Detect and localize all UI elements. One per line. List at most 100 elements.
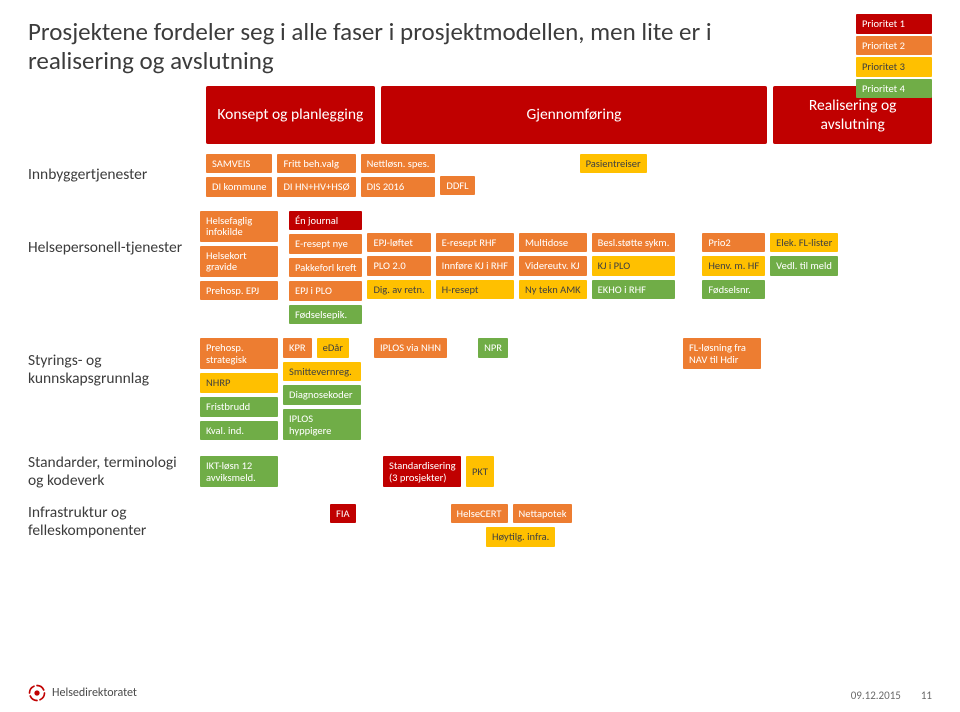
project-chip: Vedl. til meld (770, 256, 838, 276)
slide-footer: 09.12.2015 11 (851, 689, 932, 702)
project-chip: Fritt beh.valg (277, 154, 355, 174)
row-label: Innbyggertjenester (28, 166, 200, 184)
project-chip: SAMVEIS (206, 154, 272, 174)
chip-column: Nettløsn. spes. DIS 2016 (361, 154, 436, 197)
page-title: Prosjektene fordeler seg i alle faser i … (28, 18, 728, 76)
logo-icon (28, 684, 46, 702)
chip-column: SAMVEIS DI kommune (206, 154, 272, 197)
project-chip: Nettapotek (513, 504, 573, 524)
chip-column: FIA HelseCERTNettapotek Høytilg. infra. (330, 504, 572, 547)
chip-subrow: KPReDår (283, 338, 361, 358)
project-chip: Prio2 (702, 233, 765, 253)
footer-date: 09.12.2015 (851, 689, 901, 702)
project-chip: Besl.støtte sykm. (592, 233, 676, 253)
legend-chip: Prioritet 3 (856, 57, 932, 77)
project-chip: DI HN+HV+HSØ (277, 177, 355, 197)
chip-column: DDFL (440, 154, 474, 196)
project-chip: EKHO i RHF (592, 280, 676, 300)
project-chip: Fødselsnr. (702, 280, 765, 300)
chip-column: NPR (478, 338, 508, 358)
phase-row: Konsept og planleggingGjennomføringReali… (206, 86, 932, 144)
project-chip: Smittevernreg. (283, 362, 361, 382)
project-chip: E-resept RHF (436, 233, 514, 253)
chip-column: Helsefaglig infokilde Helsekort gravide Pr… (200, 211, 278, 301)
project-chip: PLO 2.0 (367, 256, 430, 276)
project-chip: E-resept nye (289, 234, 362, 254)
row-styrings: Styrings- og kunnskapsgrunnlag Prehosp. … (28, 338, 932, 440)
project-chip: IKT-løsn 12 avviksmeld. (200, 456, 278, 487)
chip-subrow: FIA HelseCERTNettapotek (330, 504, 572, 524)
row-helsepersonell: Helsepersonell-tjenester Helsefaglig inf… (28, 211, 932, 325)
brand-text: Helsedirektoratet (52, 686, 137, 700)
project-chip: Dig. av retn. (367, 280, 430, 300)
chip-column: Multidose Videreutv. KJ Ny tekn AMK (519, 233, 587, 300)
project-chip: Elek. FL-lister (770, 233, 838, 253)
project-chip: Fristbrudd (200, 397, 278, 417)
row-label: Infrastruktur og felleskomponenter (28, 504, 200, 540)
chip-column: IPLOS via NHN (374, 338, 447, 358)
project-chip: Ny tekn AMK (519, 280, 587, 300)
project-chip: FIA (330, 504, 356, 524)
row-label: Helsepersonell-tjenester (28, 239, 200, 257)
project-chip: HelseCERT (451, 504, 508, 524)
project-chip: Videreutv. KJ (519, 256, 587, 276)
chip-subrow: Høytilg. infra. (486, 527, 572, 547)
project-chip: Pasientreiser (580, 154, 647, 174)
project-chip: NHRP (200, 373, 278, 393)
project-chip: Henv. m. HF (702, 256, 765, 276)
phase-chip: Konsept og planlegging (206, 86, 375, 144)
project-chip: EPJ-løftet (367, 233, 430, 253)
chip-column: E-resept RHF Innføre KJ i RHF H-resept (436, 233, 514, 300)
project-chip: eDår (317, 338, 349, 358)
project-chip: KJ i PLO (592, 256, 676, 276)
project-chip: Diagnosekoder (283, 385, 361, 405)
chip-column: IKT-løsn 12 avviksmeld. (200, 456, 278, 487)
footer-page: 11 (921, 689, 932, 702)
project-chip: KPR (283, 338, 312, 358)
project-chip: DDFL (440, 176, 474, 196)
project-chip: Kval. ind. (200, 421, 278, 441)
project-chip: Innføre KJ i RHF (436, 256, 514, 276)
legend-chip: Prioritet 4 (856, 79, 932, 99)
row-label: Standarder, terminologi og kodeverk (28, 454, 200, 490)
project-chip: H-resept (436, 280, 514, 300)
project-chip: DI kommune (206, 177, 272, 197)
chip-column: KPReDår Smittevernreg. Diagnosekoder IPLOS … (283, 338, 361, 440)
chip-column: Besl.støtte sykm. KJ i PLO EKHO i RHF (592, 233, 676, 300)
brand-logo: Helsedirektoratet (28, 684, 137, 702)
project-chip: NPR (478, 338, 508, 358)
legend-chip: Prioritet 2 (856, 36, 932, 56)
chip-subrow: Standardisering (3 prosjekter)PKT (383, 456, 494, 487)
project-chip: Prehosp. EPJ (200, 281, 278, 301)
project-chip: EPJ i PLO (289, 281, 362, 301)
project-chip: Helsekort gravide (200, 246, 278, 277)
project-chip: FL-løsning fra NAV til Hdir (683, 338, 761, 369)
chip-column: FL-løsning fra NAV til Hdir (683, 338, 761, 369)
row-label: Styrings- og kunnskapsgrunnlag (28, 352, 200, 388)
chip-column: EPJ-løftet PLO 2.0 Dig. av retn. (367, 233, 430, 300)
project-chip: IPLOS hyppigere (283, 409, 361, 440)
project-chip: Helsefaglig infokilde (200, 211, 278, 242)
project-chip: Standardisering (3 prosjekter) (383, 456, 461, 487)
row-innbygger: Innbyggertjenester SAMVEIS DI kommuneFrit… (28, 154, 932, 197)
row-infra: Infrastruktur og felleskomponenter FIA He… (28, 504, 932, 547)
row-standarder: Standarder, terminologi og kodeverk IKT-… (28, 454, 932, 490)
chip-column: Prio2 Henv. m. HF Fødselsnr. (702, 233, 765, 300)
phase-chip: Gjennomføring (381, 86, 768, 144)
project-chip: IPLOS via NHN (374, 338, 447, 358)
chip-column: Fritt beh.valg DI HN+HV+HSØ (277, 154, 355, 197)
project-chip: Pakkeforl kreft (289, 258, 362, 278)
priority-legend: Prioritet 1Prioritet 2Prioritet 3Priorit… (856, 14, 932, 98)
chip-column: Pasientreiser (580, 154, 647, 174)
project-chip: Høytilg. infra. (486, 527, 555, 547)
chip-column: Elek. FL-lister Vedl. til meld (770, 233, 838, 276)
project-chip: Nettløsn. spes. (361, 154, 436, 174)
chip-column: Prehosp. strategisk NHRP Fristbrudd Kval. i… (200, 338, 278, 440)
project-chip: DIS 2016 (361, 177, 436, 197)
project-chip: Én journal (289, 211, 362, 231)
project-chip: Multidose (519, 233, 587, 253)
project-chip: PKT (466, 456, 494, 487)
project-chip: Prehosp. strategisk (200, 338, 278, 369)
legend-chip: Prioritet 1 (856, 14, 932, 34)
project-chip: Fødselsepik. (289, 305, 362, 325)
